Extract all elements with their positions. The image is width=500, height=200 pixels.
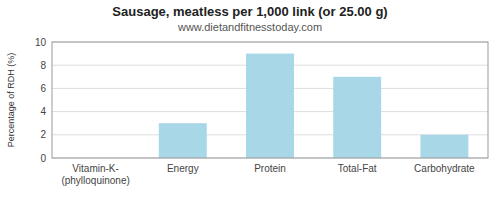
- x-tick-label: Carbohydrate: [414, 163, 475, 174]
- y-tick-label: 0: [40, 153, 46, 164]
- y-tick-label: 10: [35, 37, 47, 48]
- x-tick-label: Vitamin-K-(phylloquinone): [61, 163, 129, 186]
- x-tick-label: Total-Fat: [338, 163, 377, 174]
- y-tick-label: 2: [40, 129, 46, 140]
- y-tick-label: 6: [40, 83, 46, 94]
- bar: [420, 135, 468, 158]
- y-axis-label: Percentage of RDH (%): [6, 53, 16, 148]
- chart: Sausage, meatless per 1,000 link (or 25.…: [0, 0, 500, 200]
- bar: [246, 54, 294, 158]
- x-tick-label: Energy: [167, 163, 199, 174]
- x-tick-label-line: Vitamin-K-: [72, 163, 119, 174]
- title: Sausage, meatless per 1,000 link (or 25.…: [112, 4, 387, 19]
- bars: [159, 54, 469, 158]
- bar: [333, 77, 381, 158]
- x-tick-label: Protein: [254, 163, 286, 174]
- subtitle: www.dietandfitnesstoday.com: [177, 21, 322, 33]
- y-tick-label: 4: [40, 106, 46, 117]
- bar: [159, 123, 207, 158]
- plot-frame: [52, 42, 488, 158]
- y-tick-label: 8: [40, 60, 46, 71]
- x-tick-label-line: (phylloquinone): [61, 175, 129, 186]
